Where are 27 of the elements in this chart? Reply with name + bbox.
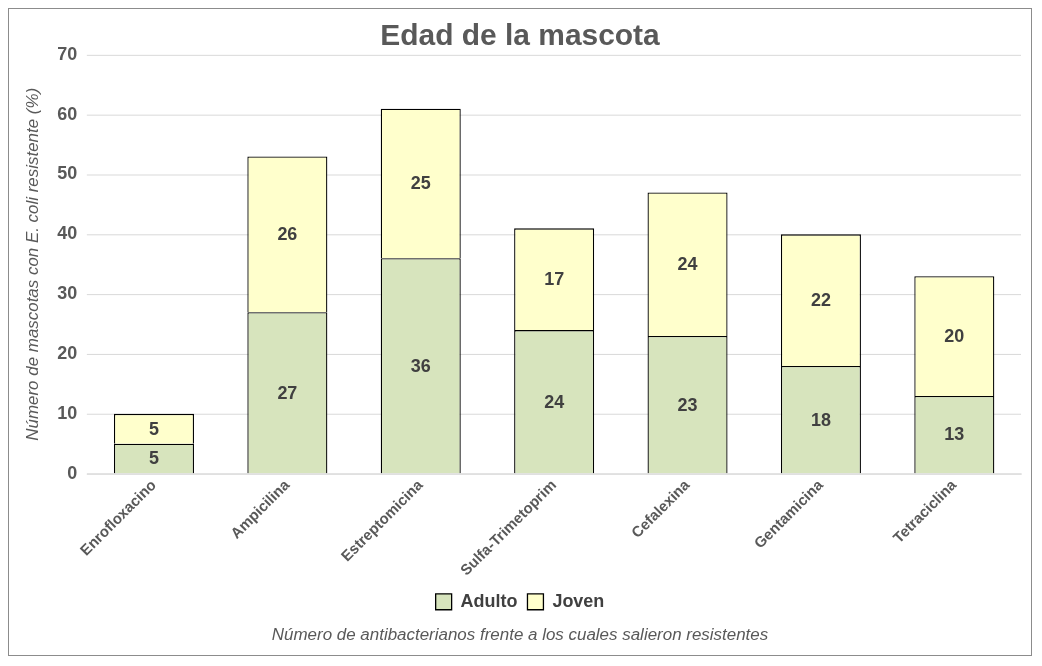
y-tick-label: 50 [57, 163, 78, 184]
y-tick-label: 60 [57, 103, 78, 124]
y-tick-label: 10 [57, 402, 78, 423]
legend-label: Joven [552, 590, 605, 611]
data-label: 20 [944, 326, 965, 347]
data-label: 27 [277, 382, 298, 403]
y-tick-label: 0 [67, 462, 78, 483]
x-axis-title: Número de antibacterianos frente a los cuales salieron resistentes [271, 624, 769, 644]
legend-label: Adulto [460, 590, 518, 611]
chart-title: Edad de la mascota [380, 18, 661, 52]
data-label: 36 [410, 355, 431, 376]
data-label: 22 [810, 290, 831, 311]
data-label: 24 [544, 391, 565, 412]
y-tick-label: 30 [57, 283, 78, 304]
data-label: 5 [148, 418, 159, 439]
data-label: 26 [277, 224, 298, 245]
data-label: 13 [944, 424, 965, 445]
data-label: 5 [148, 448, 159, 469]
data-label: 17 [544, 269, 565, 290]
y-tick-label: 70 [57, 43, 78, 64]
y-axis-title: Número de mascotas con E. coli resistente (%) [22, 87, 42, 441]
y-tick-label: 20 [57, 342, 78, 363]
data-label: 24 [677, 254, 698, 275]
data-label: 23 [677, 394, 698, 415]
y-tick-label: 40 [57, 223, 78, 244]
data-label: 25 [410, 173, 431, 194]
data-label: 18 [810, 409, 831, 430]
